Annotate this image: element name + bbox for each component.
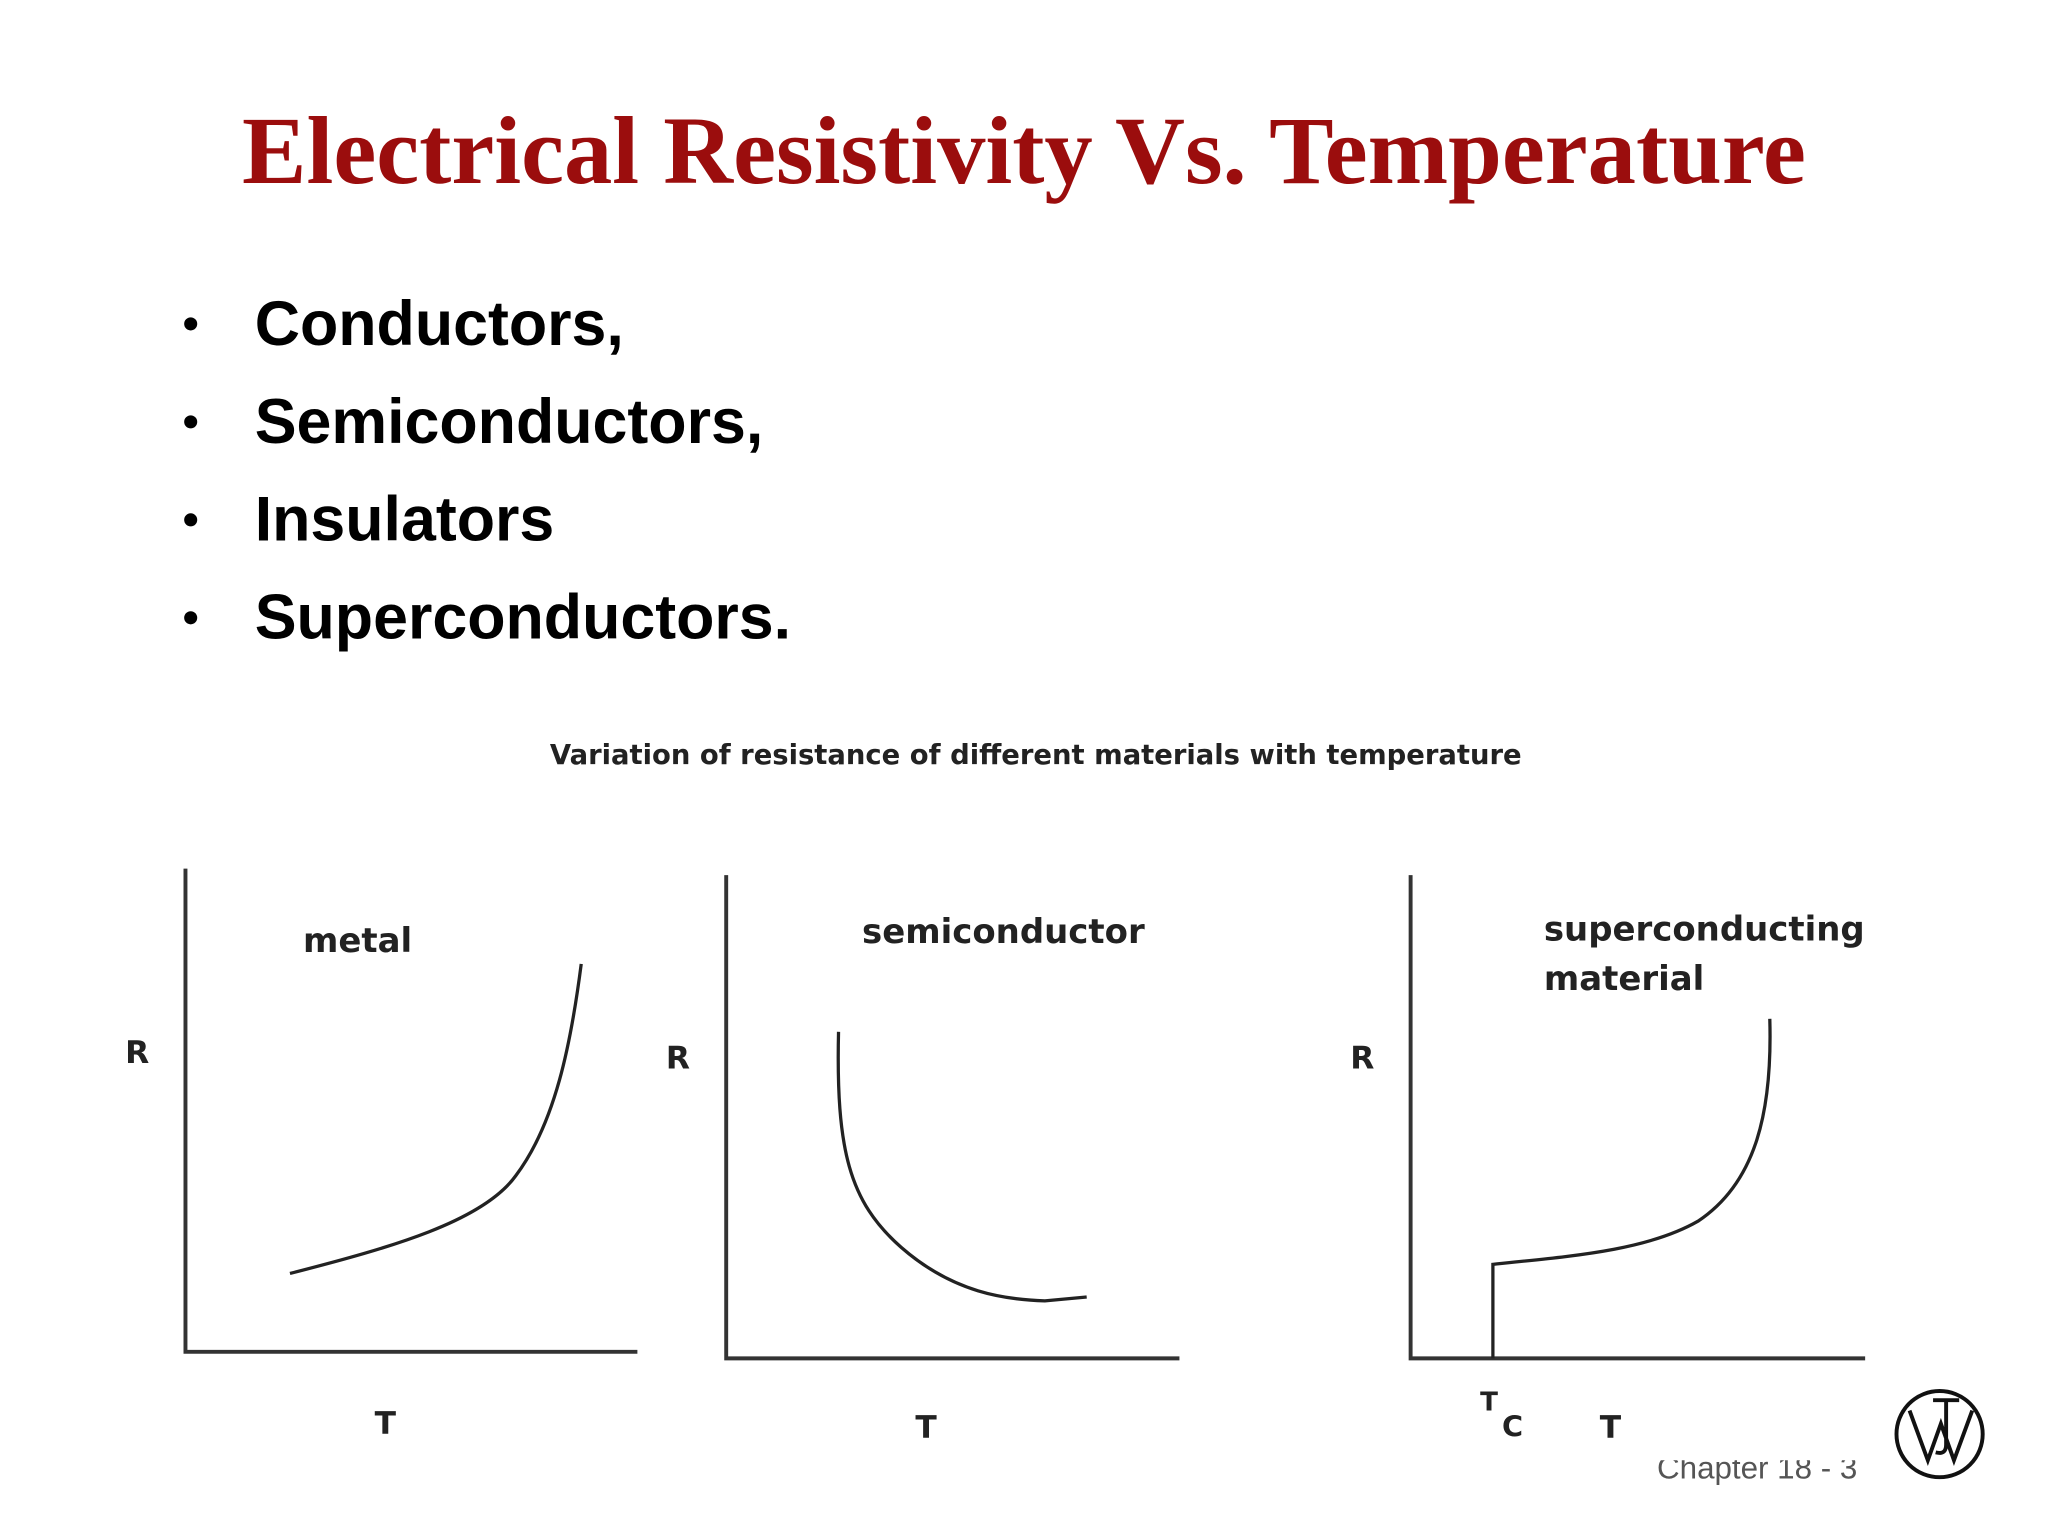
- y-axis-label: R: [1350, 1040, 1374, 1076]
- panel-label: superconducting: [1544, 909, 1865, 949]
- bullet-dot: [184, 513, 198, 527]
- bullet-list: Conductors, Semiconductors, Insulators Supe…: [184, 289, 791, 653]
- x-axis-label: T: [1600, 1410, 1622, 1446]
- bullet-dot: [184, 317, 198, 331]
- bullet-text: Superconductors.: [255, 583, 791, 653]
- panel-label: metal: [303, 921, 412, 961]
- bullet-text: Insulators: [255, 485, 555, 555]
- panel-label: semiconductor: [862, 912, 1145, 952]
- x-axis-label: T: [375, 1406, 397, 1442]
- bullet-text: Semiconductors,: [255, 387, 764, 457]
- curve: [1491, 1018, 1772, 1359]
- bullet-text: Conductors,: [255, 289, 624, 359]
- bullet-dot: [184, 415, 198, 429]
- curve: [836, 1031, 1087, 1303]
- bullet-dot: [184, 611, 198, 625]
- slide-title: Electrical Resistivity Vs. Temperature: [242, 97, 1806, 204]
- tc-label: T: [1480, 1388, 1498, 1418]
- tc-subscript: C: [1502, 1410, 1523, 1444]
- axes: [1408, 875, 1866, 1361]
- x-axis-label: T: [915, 1410, 937, 1446]
- curve: [289, 963, 583, 1276]
- figure-caption: Variation of resistance of different mat…: [550, 740, 1522, 771]
- axes: [183, 868, 638, 1354]
- y-axis-label: R: [125, 1035, 149, 1071]
- panel-label: material: [1544, 959, 1704, 999]
- publisher-logo: [1894, 1389, 1985, 1480]
- axes: [724, 875, 1180, 1361]
- y-axis-label: R: [666, 1040, 690, 1076]
- figure-background: [117, 711, 1999, 1461]
